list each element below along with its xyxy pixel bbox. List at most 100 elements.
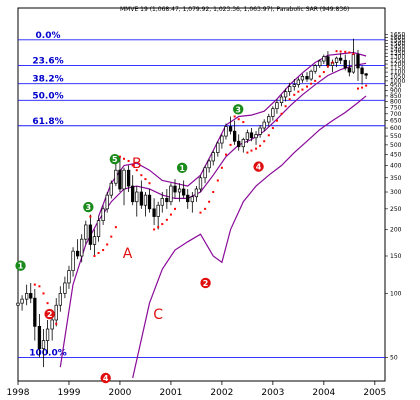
- candle-body: [25, 293, 29, 300]
- sar-dot: [322, 71, 325, 74]
- candle-body: [364, 73, 368, 76]
- candle-body: [245, 132, 250, 140]
- candle-body: [275, 102, 279, 110]
- candle-body: [105, 194, 109, 210]
- wave-marker: [100, 372, 111, 384]
- sar-dot: [293, 93, 296, 96]
- y-tick-label: 1150: [390, 65, 405, 72]
- upper-band: [97, 51, 367, 217]
- candle-body: [224, 126, 228, 137]
- bands: [59, 51, 367, 379]
- candle-body: [279, 96, 284, 103]
- y-tick-label: 150: [390, 253, 402, 260]
- x-axis: 1998 1999 2000 2001 2002 2003 2004 2005: [7, 381, 386, 398]
- y-tick-label: 1200: [390, 61, 405, 68]
- lower-band: [132, 95, 367, 379]
- sar-dot: [114, 226, 117, 229]
- sar-dot: [140, 174, 143, 177]
- candle-body: [203, 167, 207, 179]
- candle-body: [63, 282, 67, 294]
- y-tick-label: 1300: [390, 54, 405, 61]
- y-tick-label: 900: [390, 88, 402, 95]
- wave-marker: [176, 162, 188, 174]
- x-tick-label: 2005: [363, 388, 386, 398]
- candle-body: [186, 194, 190, 203]
- candle-body: [228, 126, 233, 132]
- y-tick-label: 1000: [390, 78, 405, 85]
- y-tick-label: 850: [390, 93, 402, 100]
- candle-body: [92, 236, 97, 245]
- sar-dot: [344, 50, 347, 53]
- sar-dot: [348, 51, 351, 54]
- candle-body: [96, 220, 101, 237]
- y-tick-label: 250: [390, 206, 402, 213]
- sar-dot: [318, 75, 321, 78]
- candle-body: [194, 188, 199, 198]
- wave-marker-label: 4: [256, 163, 262, 172]
- wave-marker-label: 4: [103, 374, 109, 383]
- wave-marker: [200, 277, 211, 289]
- candle-body: [101, 208, 105, 221]
- candle-body: [254, 134, 258, 139]
- wave-marker-label: 5: [112, 155, 118, 164]
- sar-dot: [165, 218, 168, 221]
- wave-marker-label: 2: [47, 310, 53, 319]
- fib-label: 50.0%: [32, 91, 63, 101]
- sar-dot: [263, 140, 266, 143]
- candle-body: [109, 182, 113, 196]
- sar-dot: [259, 144, 262, 147]
- sar-dot: [356, 87, 359, 90]
- wave-letter: C: [153, 307, 163, 323]
- candle-body: [20, 298, 24, 304]
- candle-body: [147, 194, 152, 210]
- fib-label: 0.0%: [36, 31, 61, 41]
- candle-body: [343, 59, 347, 69]
- fib-label: 23.6%: [32, 57, 63, 67]
- annotations: 1 2 3 4 5 B A C 1 2 3 4: [15, 104, 264, 384]
- candles: [16, 38, 368, 368]
- sar-dot: [229, 143, 232, 146]
- sar-dot: [335, 50, 338, 53]
- candle-body: [37, 325, 42, 349]
- candle-body: [267, 116, 271, 123]
- sar-dot: [271, 127, 274, 130]
- wave-marker: [253, 161, 264, 172]
- y-tick-label: 1100: [390, 69, 405, 76]
- sar-dot: [352, 52, 355, 55]
- y-tick-label: 650: [390, 118, 402, 125]
- candle-body: [292, 84, 296, 87]
- candle-body: [143, 194, 148, 206]
- y-tick-label: 50: [390, 354, 398, 361]
- candle-body: [75, 250, 80, 257]
- candle-body: [296, 79, 300, 86]
- candle-body: [207, 160, 211, 169]
- candle-body: [114, 169, 118, 184]
- sar-dot: [216, 179, 219, 182]
- y-tick-label: 1400: [390, 47, 405, 54]
- sar-dot: [199, 211, 202, 214]
- sar-dot: [339, 50, 342, 53]
- candle-body: [16, 302, 20, 306]
- candle-body: [309, 70, 313, 80]
- sar-dot: [220, 166, 223, 169]
- x-tick-label: 2003: [261, 388, 284, 398]
- candle-body: [300, 76, 305, 81]
- sar-dot: [331, 61, 334, 64]
- y-tick-label: 450: [390, 152, 402, 159]
- candle-body: [122, 169, 126, 190]
- sar-dot: [161, 223, 164, 226]
- sar-dot: [237, 118, 240, 121]
- y-tick-label: 1050: [390, 73, 405, 80]
- candle-body: [258, 127, 262, 135]
- candle-body: [118, 169, 122, 190]
- candle-body: [326, 56, 330, 66]
- candle-body: [322, 56, 326, 62]
- chart-title: MMVE 19 (1,068.47, 1,079.92, 1,023.36, 1…: [120, 6, 349, 13]
- sar-dot: [246, 151, 249, 154]
- x-tick-label: 1999: [58, 388, 81, 398]
- sar-dot: [275, 119, 278, 122]
- y-tick-label: 100: [390, 290, 402, 297]
- wave-marker: [109, 154, 121, 165]
- candle-body: [360, 67, 364, 75]
